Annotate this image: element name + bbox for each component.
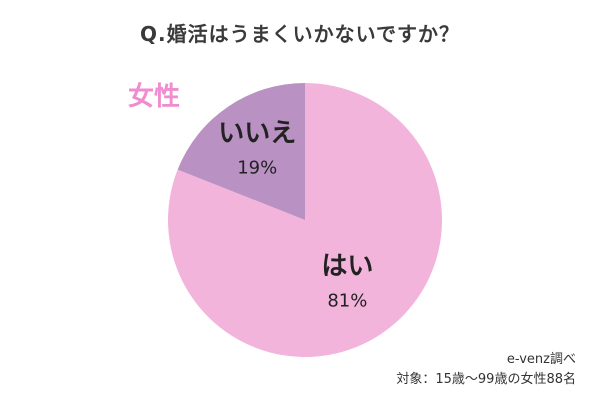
slice-label-yes: はい	[321, 251, 373, 281]
group-label: 女性	[128, 82, 181, 112]
survey-target-note: 対象：15歳〜99歳の女性88名	[396, 372, 576, 387]
slice-value-no: 19%	[237, 158, 277, 179]
chart-title: Q.婚活はうまくいかないですか？	[140, 22, 460, 46]
slice-value-yes: 81%	[327, 290, 367, 311]
source-credit: e-venz調べ	[506, 352, 576, 367]
pie-slice-no	[177, 82, 305, 220]
slice-label-no: いいえ	[218, 119, 296, 149]
